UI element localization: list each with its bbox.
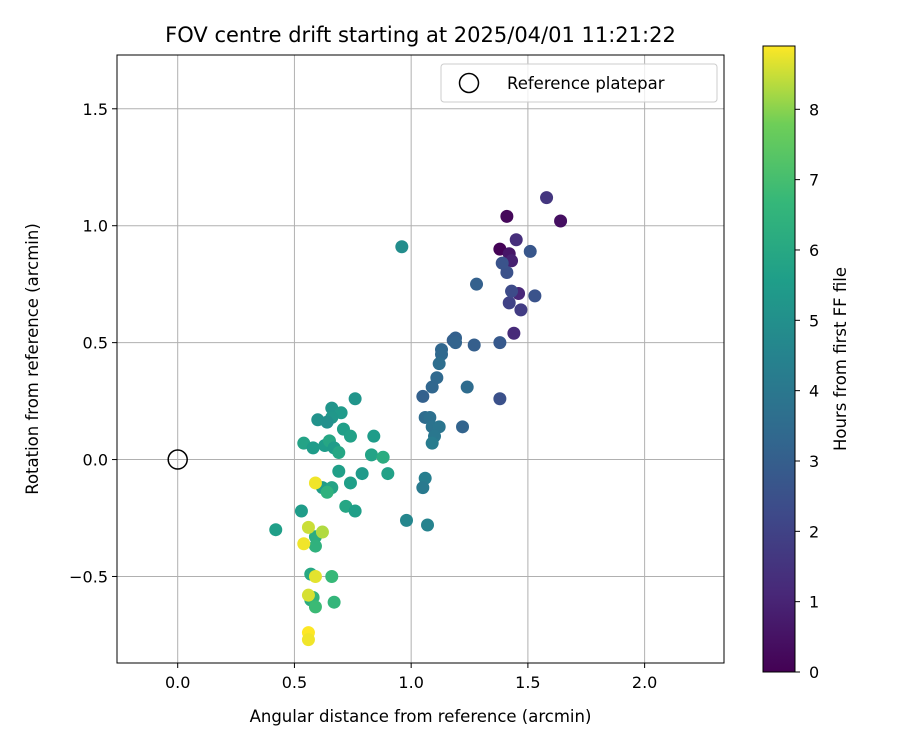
scatter-point-81 bbox=[297, 537, 311, 551]
scatter-point-42 bbox=[348, 392, 362, 406]
reference-marker-layer bbox=[167, 449, 188, 470]
chart-title: FOV centre drift starting at 2025/04/01 … bbox=[165, 23, 676, 47]
scatter-point-79 bbox=[301, 520, 315, 534]
scatter-point-59 bbox=[332, 464, 346, 478]
scatter-point-76 bbox=[327, 595, 341, 609]
x-tick-label-0: 0.0 bbox=[165, 673, 190, 692]
colorbar-tick-label-6: 6 bbox=[809, 241, 819, 260]
scatter-point-56 bbox=[332, 446, 346, 460]
scatter-point-47 bbox=[320, 415, 334, 429]
scatter-point-29 bbox=[416, 389, 430, 403]
colorbar-tick-label-1: 1 bbox=[809, 593, 819, 612]
scatter-point-19 bbox=[467, 338, 481, 352]
scatter-point-62 bbox=[343, 476, 357, 490]
plot-frame bbox=[116, 54, 725, 664]
scatter-point-5 bbox=[509, 233, 523, 247]
colorbar-tick-label-4: 4 bbox=[809, 382, 819, 401]
scatter-point-15 bbox=[528, 289, 542, 303]
scatter-point-68 bbox=[294, 504, 308, 518]
scatter-point-11 bbox=[505, 284, 519, 298]
scatter-points bbox=[269, 191, 568, 647]
x-tick-label-3: 1.5 bbox=[515, 673, 540, 692]
scatter-point-50 bbox=[367, 429, 381, 443]
x-tick-label-1: 0.5 bbox=[282, 673, 307, 692]
legend-reference-marker bbox=[458, 72, 480, 94]
scatter-point-60 bbox=[355, 467, 369, 481]
scatter-point-36 bbox=[425, 436, 439, 450]
x-axis-label: Angular distance from reference (arcmin) bbox=[250, 707, 592, 726]
scatter-point-22 bbox=[449, 336, 463, 350]
scatter-point-39 bbox=[395, 240, 409, 254]
colorbar: 0 1 2 3 4 5 6 7 8 Hours from first FF file bbox=[762, 45, 850, 682]
scatter-point-14 bbox=[523, 244, 537, 258]
scatter-point-58 bbox=[376, 450, 390, 464]
colorbar-tick-label-8: 8 bbox=[809, 100, 819, 119]
colorbar-ticks: 0 1 2 3 4 5 6 7 8 bbox=[795, 100, 819, 682]
colorbar-tick-label-2: 2 bbox=[809, 522, 819, 541]
scatter-point-9 bbox=[514, 303, 528, 317]
y-axis-ticks: −0.5 0.0 0.5 1.0 1.5 bbox=[69, 100, 117, 586]
scatter-point-71 bbox=[308, 539, 322, 553]
scatter-point-69 bbox=[269, 523, 283, 537]
scatter-point-26 bbox=[460, 380, 474, 394]
scatter-point-6 bbox=[507, 326, 521, 340]
scatter-point-52 bbox=[306, 441, 320, 455]
grid-lines bbox=[117, 55, 724, 663]
scatter-point-61 bbox=[381, 467, 395, 481]
scatter-point-40 bbox=[399, 513, 413, 527]
y-tick-label-3: 1.0 bbox=[83, 217, 108, 236]
scatter-point-18 bbox=[470, 277, 484, 291]
scatter-point-82 bbox=[308, 569, 322, 583]
colorbar-tick-label-0: 0 bbox=[809, 663, 819, 682]
scatter-point-78 bbox=[308, 476, 322, 490]
colorbar-gradient bbox=[763, 46, 795, 672]
colorbar-frame bbox=[762, 45, 796, 673]
colorbar-tick-label-5: 5 bbox=[809, 311, 819, 330]
x-tick-label-4: 2.0 bbox=[632, 673, 657, 692]
y-tick-label-2: 0.5 bbox=[83, 334, 108, 353]
reference-platepar-marker bbox=[167, 449, 188, 470]
x-tick-label-2: 1.0 bbox=[398, 673, 423, 692]
y-tick-label-0: −0.5 bbox=[69, 567, 108, 586]
scatter-point-28 bbox=[425, 380, 439, 394]
colorbar-label: Hours from first FF file bbox=[831, 267, 850, 451]
scatter-point-85 bbox=[301, 633, 315, 647]
legend: Reference platepar bbox=[440, 63, 718, 103]
scatter-point-16 bbox=[493, 336, 507, 350]
scatter-point-38 bbox=[416, 481, 430, 495]
x-axis-ticks: 0.0 0.5 1.0 1.5 2.0 bbox=[165, 663, 657, 692]
colorbar-tick-label-7: 7 bbox=[809, 171, 819, 190]
scatter-point-8 bbox=[540, 191, 554, 205]
scatter-point-77 bbox=[308, 600, 322, 614]
scatter-point-17 bbox=[493, 392, 507, 406]
scatter-point-41 bbox=[421, 518, 435, 532]
scatter-point-80 bbox=[315, 525, 329, 539]
scatter-point-49 bbox=[343, 429, 357, 443]
scatter-point-2 bbox=[554, 214, 568, 228]
scatter-point-25 bbox=[432, 357, 446, 371]
scatter-point-13 bbox=[495, 256, 509, 270]
scatter-point-65 bbox=[320, 485, 334, 499]
y-tick-label-1: 0.0 bbox=[83, 451, 108, 470]
legend-entry-label: Reference platepar bbox=[507, 74, 665, 93]
scatter-point-1 bbox=[500, 209, 514, 223]
scatter-point-67 bbox=[348, 504, 362, 518]
scatter-point-83 bbox=[301, 588, 315, 602]
colorbar-tick-label-3: 3 bbox=[809, 452, 819, 471]
scatter-point-10 bbox=[502, 296, 516, 310]
scatter-point-73 bbox=[325, 569, 339, 583]
legend-box bbox=[440, 63, 718, 103]
y-tick-label-4: 1.5 bbox=[83, 100, 108, 119]
scatter-point-57 bbox=[364, 448, 378, 462]
scatter-point-30 bbox=[456, 420, 470, 434]
y-axis-label: Rotation from reference (arcmin) bbox=[23, 223, 42, 495]
